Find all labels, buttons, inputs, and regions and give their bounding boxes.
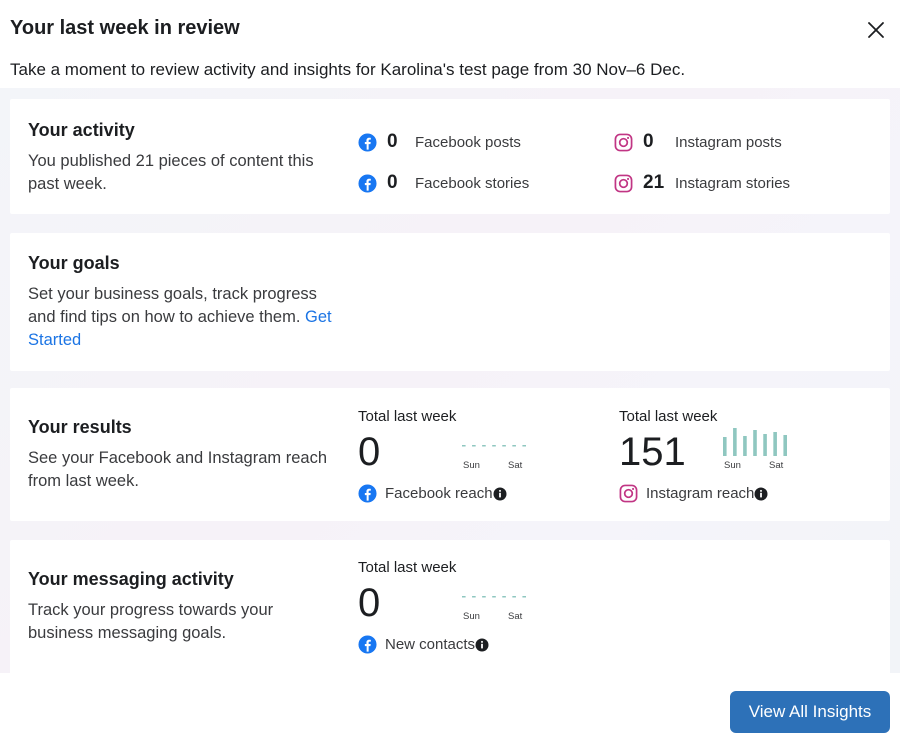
facebook-icon (358, 173, 377, 193)
spark-dash (482, 596, 486, 598)
get-started-link[interactable]: Get Started (28, 308, 332, 349)
spark-end-day: Sat (769, 460, 784, 471)
spark-bar (773, 432, 777, 456)
facebook-icon (358, 132, 377, 152)
spark-start-day: Sun (463, 611, 480, 622)
metric-caption: Total last week (358, 559, 457, 576)
spark-start-day: Sun (463, 460, 480, 471)
stat-label: Instagram posts (675, 133, 782, 151)
close-button[interactable] (864, 18, 888, 42)
metric-value: 0 (358, 430, 381, 474)
spark-dash (522, 445, 526, 447)
spark-dash (462, 596, 466, 598)
stat-instagram-posts: 0 Instagram posts (614, 131, 782, 153)
activity-card: Your activity You published 21 pieces of… (10, 99, 890, 214)
info-icon[interactable] (493, 487, 507, 501)
spark-dash (492, 445, 496, 447)
stat-facebook-posts: 0 Facebook posts (358, 131, 521, 153)
instagram-icon (619, 484, 638, 503)
instagram-reach-metric: Total last week 151 Sun Sat Instagram re… (619, 408, 859, 508)
metric-footer: New contacts (358, 635, 489, 654)
facebook-icon (358, 484, 377, 503)
spark-bar (753, 430, 757, 456)
goals-card: Your goals Set your business goals, trac… (10, 233, 890, 371)
spark-dash (492, 596, 496, 598)
spark-dash (502, 445, 506, 447)
spark-end-day: Sat (508, 611, 523, 622)
spark-bar (743, 436, 747, 456)
stat-count: 0 (387, 172, 398, 193)
dialog-footer: View All Insights (0, 673, 900, 745)
metric-value: 151 (619, 430, 686, 474)
stat-count: 0 (387, 131, 398, 152)
spark-dash (472, 445, 476, 447)
results-description: See your Facebook and Instagram reach fr… (28, 449, 328, 490)
sparkline (462, 445, 526, 447)
metric-label: Instagram reach (646, 485, 755, 502)
messaging-card: Your messaging activity Track your progr… (10, 540, 890, 673)
spark-dash (512, 596, 516, 598)
metric-value: 0 (358, 581, 381, 625)
instagram-icon (614, 174, 633, 193)
stat-label: Instagram stories (675, 174, 791, 192)
spark-dash (482, 445, 486, 447)
new-contacts-metric: Total last week 0 Sun Sat New contacts (358, 559, 598, 659)
goals-description: Set your business goals, track progress … (28, 283, 348, 352)
spark-bar (783, 435, 787, 456)
facebook-icon (358, 635, 377, 654)
instagram-icon (614, 133, 633, 152)
spark-start-day: Sun (724, 460, 741, 471)
facebook-reach-metric: Total last week 0 Sun Sat Facebook reach (358, 408, 598, 508)
stat-count: 21 (643, 172, 665, 193)
spark-dash (502, 596, 506, 598)
metric-label: Facebook reach (385, 485, 493, 502)
metric-caption: Total last week (619, 408, 718, 425)
close-icon[interactable] (864, 18, 888, 42)
info-icon[interactable] (754, 487, 768, 501)
stat-facebook-stories: 0 Facebook stories (358, 172, 529, 194)
results-title: Your results (28, 417, 132, 437)
messaging-title: Your messaging activity (28, 569, 234, 589)
activity-title: Your activity (28, 120, 135, 140)
activity-description: You published 21 pieces of content this … (28, 152, 314, 193)
spark-dash (472, 596, 476, 598)
spark-bar (723, 437, 727, 456)
messaging-description: Track your progress towards your busines… (28, 601, 274, 642)
spark-dash (462, 445, 466, 447)
spark-dash (522, 596, 526, 598)
sparkline (462, 596, 526, 598)
metric-label: New contacts (385, 636, 476, 653)
review-content[interactable]: Your activity You published 21 pieces of… (0, 88, 900, 673)
stat-count: 0 (643, 131, 654, 152)
info-icon[interactable] (475, 638, 489, 652)
stat-instagram-stories: 21 Instagram stories (614, 172, 790, 194)
results-card: Your results See your Facebook and Insta… (10, 388, 890, 521)
dialog-title: Your last week in review (10, 17, 240, 39)
sparkline (723, 428, 787, 456)
goals-title: Your goals (28, 253, 120, 273)
metric-caption: Total last week (358, 408, 457, 425)
spark-bar (733, 428, 737, 456)
goals-description-text: Set your business goals, track progress … (28, 285, 317, 326)
spark-bar (763, 434, 767, 456)
metric-footer: Facebook reach (358, 484, 507, 503)
spark-end-day: Sat (508, 460, 523, 471)
stat-label: Facebook posts (415, 133, 521, 151)
dialog-header: Your last week in review Take a moment t… (0, 0, 900, 100)
stat-label: Facebook stories (415, 174, 530, 192)
view-all-insights-button[interactable]: View All Insights (730, 691, 890, 733)
dialog-subtitle: Take a moment to review activity and ins… (10, 60, 686, 79)
metric-footer: Instagram reach (619, 484, 768, 503)
spark-dash (512, 445, 516, 447)
